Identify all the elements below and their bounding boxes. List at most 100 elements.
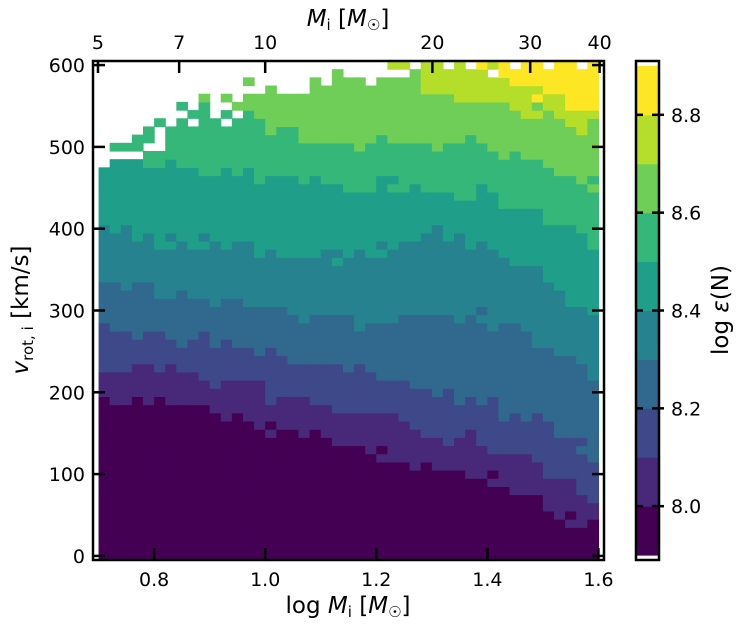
- heatmap-cell: [309, 396, 322, 406]
- heatmap-cell: [509, 502, 522, 512]
- heatmap-cell: [365, 249, 377, 258]
- heatmap-cell: [342, 101, 355, 111]
- heatmap-cell: [320, 412, 333, 422]
- heatmap-cell: [498, 290, 511, 299]
- heatmap-cell: [398, 543, 411, 553]
- heatmap-cell: [220, 93, 233, 103]
- heatmap-cell: [254, 224, 266, 234]
- heatmap-cell: [154, 412, 166, 422]
- heatmap-cell: [109, 175, 122, 185]
- heatmap-cell: [509, 175, 522, 185]
- heatmap-cell: [331, 240, 344, 250]
- heatmap-cell: [442, 265, 455, 275]
- heatmap-cell: [465, 412, 477, 422]
- heatmap-cell: [542, 224, 555, 234]
- heatmap-cell: [242, 429, 255, 438]
- heatmap-cell: [276, 551, 288, 560]
- heatmap-cell: [420, 527, 433, 537]
- heatmap-cell: [398, 510, 411, 520]
- colorbar-segment: [636, 261, 659, 311]
- heatmap-cell: [209, 306, 222, 316]
- heatmap-cell: [309, 167, 322, 177]
- heatmap-cell: [231, 298, 244, 308]
- heatmap-cell: [354, 461, 366, 471]
- heatmap-cell: [342, 183, 355, 193]
- heatmap-cell: [231, 396, 244, 406]
- heatmap-cell: [554, 396, 566, 406]
- heatmap-cell: [298, 281, 311, 291]
- heatmap-cell: [565, 85, 577, 95]
- heatmap-cell: [376, 535, 388, 545]
- heatmap-cell: [587, 461, 600, 471]
- heatmap-cell: [242, 232, 255, 242]
- heatmap-cell: [476, 167, 488, 177]
- heatmap-cell: [487, 77, 500, 87]
- heatmap-cell: [331, 470, 344, 479]
- heatmap-cell: [476, 175, 488, 185]
- heatmap-cell: [420, 61, 433, 70]
- heatmap-cell: [176, 273, 189, 283]
- heatmap-cell: [331, 142, 344, 152]
- heatmap-cell: [187, 322, 200, 332]
- heatmap-cell: [342, 494, 355, 504]
- heatmap-cell: [287, 478, 300, 487]
- heatmap-cell: [342, 330, 355, 340]
- heatmap-cell: [554, 167, 566, 177]
- heatmap-cell: [265, 420, 277, 430]
- heatmap-cell: [331, 306, 344, 316]
- heatmap-cell: [542, 69, 555, 78]
- heatmap-cell: [242, 306, 255, 316]
- heatmap-cell: [442, 183, 455, 193]
- heatmap-cell: [120, 527, 133, 537]
- heatmap-cell: [198, 134, 211, 144]
- heatmap-cell: [498, 380, 511, 389]
- heatmap-cell: [265, 502, 277, 512]
- heatmap-cell: [154, 380, 166, 389]
- heatmap-cell: [165, 527, 177, 537]
- heatmap-cell: [120, 142, 133, 152]
- heatmap-cell: [509, 183, 522, 193]
- heatmap-cell: [220, 510, 233, 520]
- heatmap-cell: [98, 486, 111, 496]
- heatmap-cell: [487, 445, 500, 455]
- heatmap-cell: [398, 330, 411, 340]
- heatmap-cell: [320, 150, 333, 160]
- heatmap-cell: [520, 216, 533, 226]
- heatmap-cell: [454, 519, 466, 528]
- heatmap-cell: [354, 273, 366, 283]
- heatmap-cell: [476, 257, 488, 267]
- heatmap-cell: [220, 420, 233, 430]
- heatmap-cell: [465, 371, 477, 381]
- heatmap-cell: [509, 437, 522, 447]
- heatmap-cell: [298, 224, 311, 234]
- heatmap-cell: [387, 339, 400, 348]
- heatmap-cell: [309, 85, 322, 95]
- heatmap-cell: [587, 322, 600, 332]
- heatmap-cell: [531, 159, 544, 168]
- heatmap-cell: [242, 380, 255, 389]
- heatmap-cell: [487, 208, 500, 218]
- heatmap-cell: [354, 502, 366, 512]
- heatmap-cell: [442, 363, 455, 373]
- heatmap-cell: [542, 380, 555, 389]
- heatmap-cell: [176, 363, 189, 373]
- heatmap-cell: [487, 543, 500, 553]
- heatmap-cell: [498, 240, 511, 250]
- heatmap-cell: [398, 445, 411, 455]
- heatmap-cell: [142, 494, 155, 504]
- heatmap-cell: [298, 306, 311, 316]
- heatmap-cell: [109, 224, 122, 234]
- heatmap-cell: [165, 355, 177, 365]
- heatmap-cell: [409, 322, 422, 332]
- heatmap-cell: [187, 519, 200, 528]
- heatmap-cell: [442, 142, 455, 152]
- heatmap-cell: [442, 396, 455, 406]
- heatmap-cell: [309, 453, 322, 463]
- heatmap-cell: [354, 355, 366, 365]
- heatmap-cell: [420, 101, 433, 111]
- heatmap-cell: [398, 167, 411, 177]
- heatmap-cell: [287, 216, 300, 226]
- heatmap-cell: [554, 69, 566, 78]
- heatmap-cell: [565, 69, 577, 78]
- heatmap-cell: [498, 363, 511, 373]
